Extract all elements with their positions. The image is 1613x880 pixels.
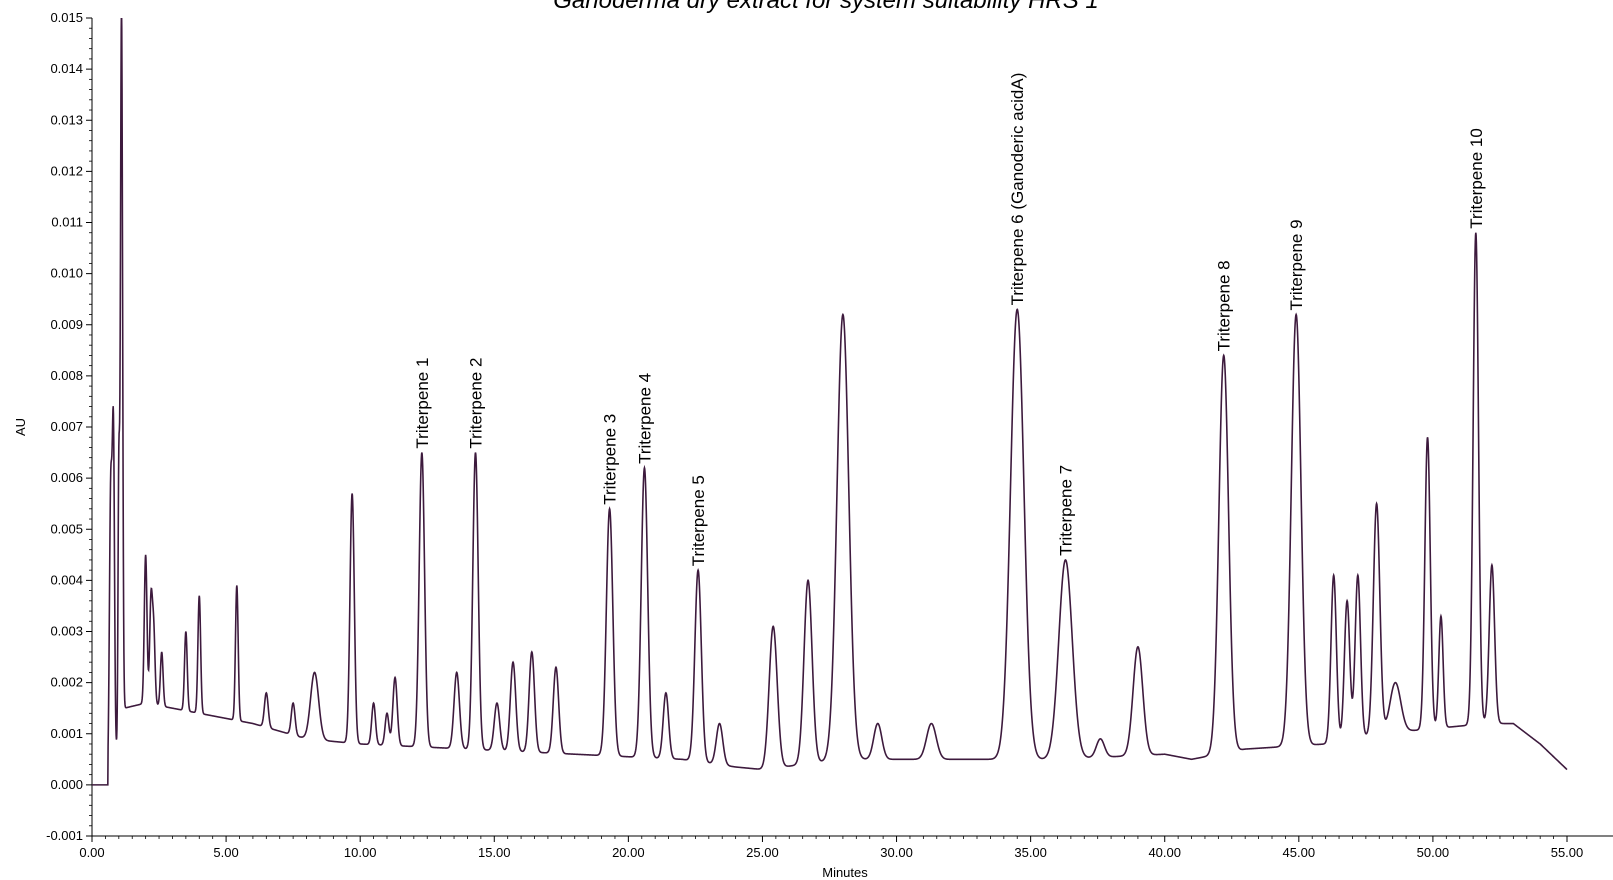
x-tick-label: 20.00 — [612, 845, 645, 860]
y-tick-label: 0.003 — [50, 624, 83, 639]
peak-label: Triterpene 3 — [601, 414, 620, 505]
y-tick-label: 0.011 — [51, 215, 83, 230]
peak-label: Triterpene 8 — [1215, 260, 1234, 351]
y-tick-label: 0.000 — [50, 777, 83, 792]
y-tick-label: 0.015 — [50, 10, 83, 25]
peak-label: Triterpene 4 — [636, 373, 655, 464]
chromatogram-trace — [92, 18, 1568, 786]
x-tick-label: 35.00 — [1014, 845, 1047, 860]
peak-label: Triterpene 1 — [413, 358, 432, 449]
y-tick-label: 0.009 — [50, 317, 83, 332]
peak-label: Triterpene 7 — [1057, 465, 1076, 556]
y-tick-label: 0.013 — [50, 112, 83, 127]
x-tick-label: 25.00 — [746, 845, 779, 860]
y-tick-label: 0.001 — [50, 726, 83, 741]
x-tick-label: 55.00 — [1551, 845, 1584, 860]
y-tick-label: 0.010 — [50, 266, 83, 281]
y-tick-label: 0.005 — [50, 521, 83, 536]
x-axis-title: Minutes — [822, 865, 868, 880]
x-tick-label: 40.00 — [1148, 845, 1181, 860]
peak-label: Triterpene 5 — [689, 475, 708, 566]
y-tick-label: -0.001 — [46, 828, 83, 843]
y-tick-label: 0.006 — [50, 470, 83, 485]
peak-labels: Triterpene 1 Triterpene 2 Triterpene 3 Trit… — [413, 73, 1486, 567]
x-tick-label: 50.00 — [1417, 845, 1450, 860]
x-tick-label: 45.00 — [1283, 845, 1316, 860]
y-tick-label: 0.008 — [50, 368, 83, 383]
x-tick-label: 5.00 — [213, 845, 238, 860]
chart-title: Ganoderma dry extract for system suitabi… — [553, 0, 1099, 14]
x-tick-label: 15.00 — [478, 845, 511, 860]
x-tick-label: 0.00 — [79, 845, 104, 860]
peak-label: Triterpene 6 (Ganoderic acidA) — [1008, 73, 1027, 306]
y-axis-title: AU — [13, 418, 28, 436]
y-tick-label: 0.012 — [50, 163, 83, 178]
x-axis: 0.00 5.00 10.00 15.00 20.00 25.00 30.00 35.00 40… — [79, 836, 1583, 860]
y-tick-label: 0.014 — [50, 61, 83, 76]
peak-label: Triterpene 10 — [1467, 128, 1486, 228]
x-tick-label: 10.00 — [344, 845, 377, 860]
y-axis: -0.001 0.000 0.001 0.002 0.003 0.004 0.005 0.00… — [46, 10, 92, 843]
y-tick-label: 0.004 — [50, 572, 83, 587]
y-tick-label: 0.002 — [50, 675, 83, 690]
x-tick-label: 30.00 — [880, 845, 913, 860]
y-tick-label: 0.007 — [50, 419, 83, 434]
peak-label: Triterpene 9 — [1287, 219, 1306, 310]
peak-label: Triterpene 2 — [467, 358, 486, 449]
